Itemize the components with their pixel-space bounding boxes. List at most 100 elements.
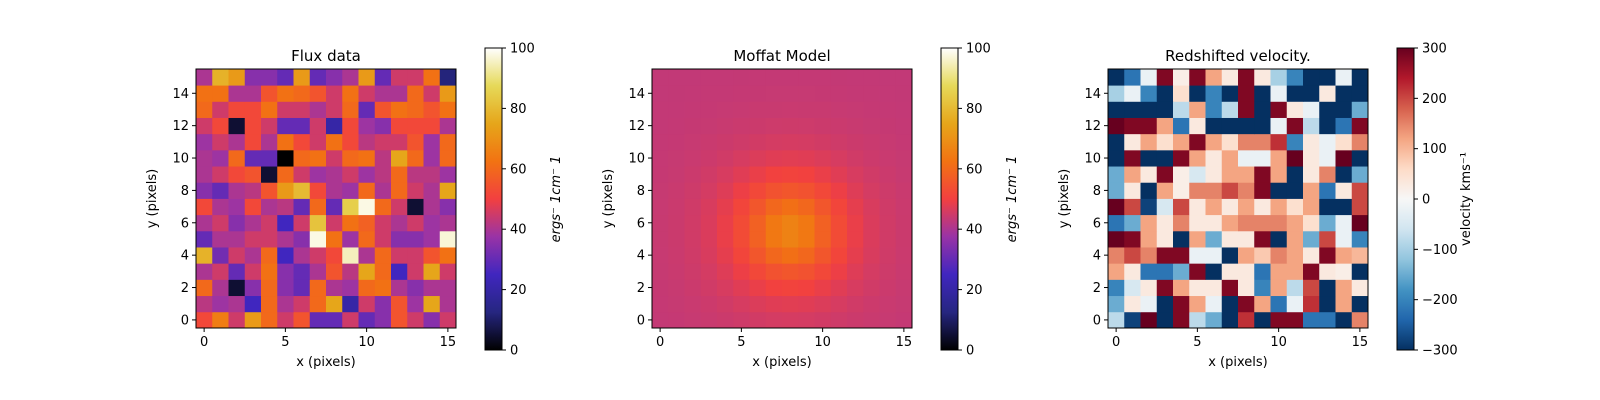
heatmap-cell [749,214,767,232]
heatmap-cell [814,182,832,199]
heatmap-cell [1319,85,1336,102]
heatmap-cell [1319,133,1336,151]
heatmap-cell [717,311,734,329]
heatmap-cell [782,263,799,280]
heatmap-cell [879,166,897,183]
heatmap-cell [1205,182,1223,199]
heatmap-cell [374,133,392,151]
heatmap-cell [261,117,278,135]
heatmap-cell [1319,117,1336,135]
heatmap-cell [765,69,783,86]
heatmap-cell [1238,101,1255,118]
heatmap-cell [228,133,246,151]
heatmap-cell [1140,198,1158,216]
heatmap-cell [423,85,441,102]
heatmap-cell [326,182,343,199]
heatmap-cell [1189,101,1206,118]
heatmap-cell [1140,247,1158,264]
heatmap-cell [1303,230,1320,248]
heatmap-cell [1189,149,1206,167]
heatmap-cell [407,69,424,86]
heatmap-cell [1335,69,1353,86]
heatmap-cell [244,279,262,297]
heatmap-cell [1270,247,1288,264]
heatmap-cell [814,214,832,232]
heatmap-cell [830,182,848,199]
heatmap-cell [749,279,767,297]
heatmap-cell [212,101,229,118]
heatmap-cell [1319,182,1336,199]
heatmap-cell [1303,133,1320,151]
heatmap-cell [684,214,702,232]
heatmap-cell [863,69,880,86]
heatmap-cell [1108,101,1125,118]
heatmap-cell [1270,198,1288,216]
heatmap-cell [277,311,294,329]
heatmap-cell [1254,85,1271,102]
heatmap-cell [374,247,392,264]
heatmap-cell [212,263,229,280]
heatmap-cell [847,295,864,313]
heatmap-cell [1254,101,1271,118]
heatmap-cell [830,166,848,183]
heatmap-cell [830,149,848,167]
heatmap-cell [1319,311,1336,329]
heatmap-cell [1303,85,1320,102]
heatmap-cell [1238,279,1255,297]
heatmap-cell [293,214,311,232]
x-tick-label: 15 [440,335,457,350]
heatmap-cell [1156,133,1174,151]
heatmap-cell [293,69,311,86]
heatmap-cell [1254,166,1271,183]
heatmap-cell [668,279,685,297]
heatmap-cell [358,85,376,102]
heatmap-cell [717,230,734,248]
heatmap-cell [1221,117,1239,135]
heatmap-cell [668,230,685,248]
heatmap-cell [1303,198,1320,216]
heatmap-cell [733,263,750,280]
heatmap-cell [1156,214,1174,232]
heatmap-cell [668,198,685,216]
colorbar-tick-label: 20 [510,283,527,298]
heatmap-cell [749,295,767,313]
heatmap-cell [1221,311,1239,329]
heatmap-cell [358,101,376,118]
heatmap-cell [798,85,815,102]
axes-frame [195,68,457,329]
heatmap-cell [652,263,669,280]
heatmap-cell [814,279,832,297]
heatmap-cell [749,263,767,280]
heatmap-cell [717,295,734,313]
heatmap-cell [374,69,392,86]
heatmap-cell [407,117,424,135]
x-axis-label: x (pixels) [296,355,356,370]
heatmap-cell [1286,101,1304,118]
heatmap-cell [374,263,392,280]
heatmap-cell [1156,69,1174,86]
heatmap-cell [1124,85,1141,102]
heatmap-cell [1335,166,1353,183]
heatmap-cell [749,149,767,167]
heatmap-cell [879,214,897,232]
heatmap-cell [1238,230,1255,248]
heatmap-cell [1221,214,1239,232]
heatmap-cell [1108,311,1125,329]
heatmap-cell [1124,69,1141,86]
axes-frame [1107,68,1369,329]
heatmap-cell [1270,295,1288,313]
heatmap-cell [277,295,294,313]
heatmap-cell [863,295,880,313]
heatmap-cell [652,133,669,151]
heatmap-cell [374,101,392,118]
x-tick-label: 5 [1193,335,1201,350]
y-tick-label: 10 [1084,152,1101,167]
heatmap-cell [1254,149,1271,167]
heatmap-cell [423,166,441,183]
heatmap-cell [1254,311,1271,329]
y-tick-label: 4 [1093,249,1101,264]
heatmap-cell [863,133,880,151]
heatmap-cell [342,85,359,102]
heatmap-cell [798,182,815,199]
